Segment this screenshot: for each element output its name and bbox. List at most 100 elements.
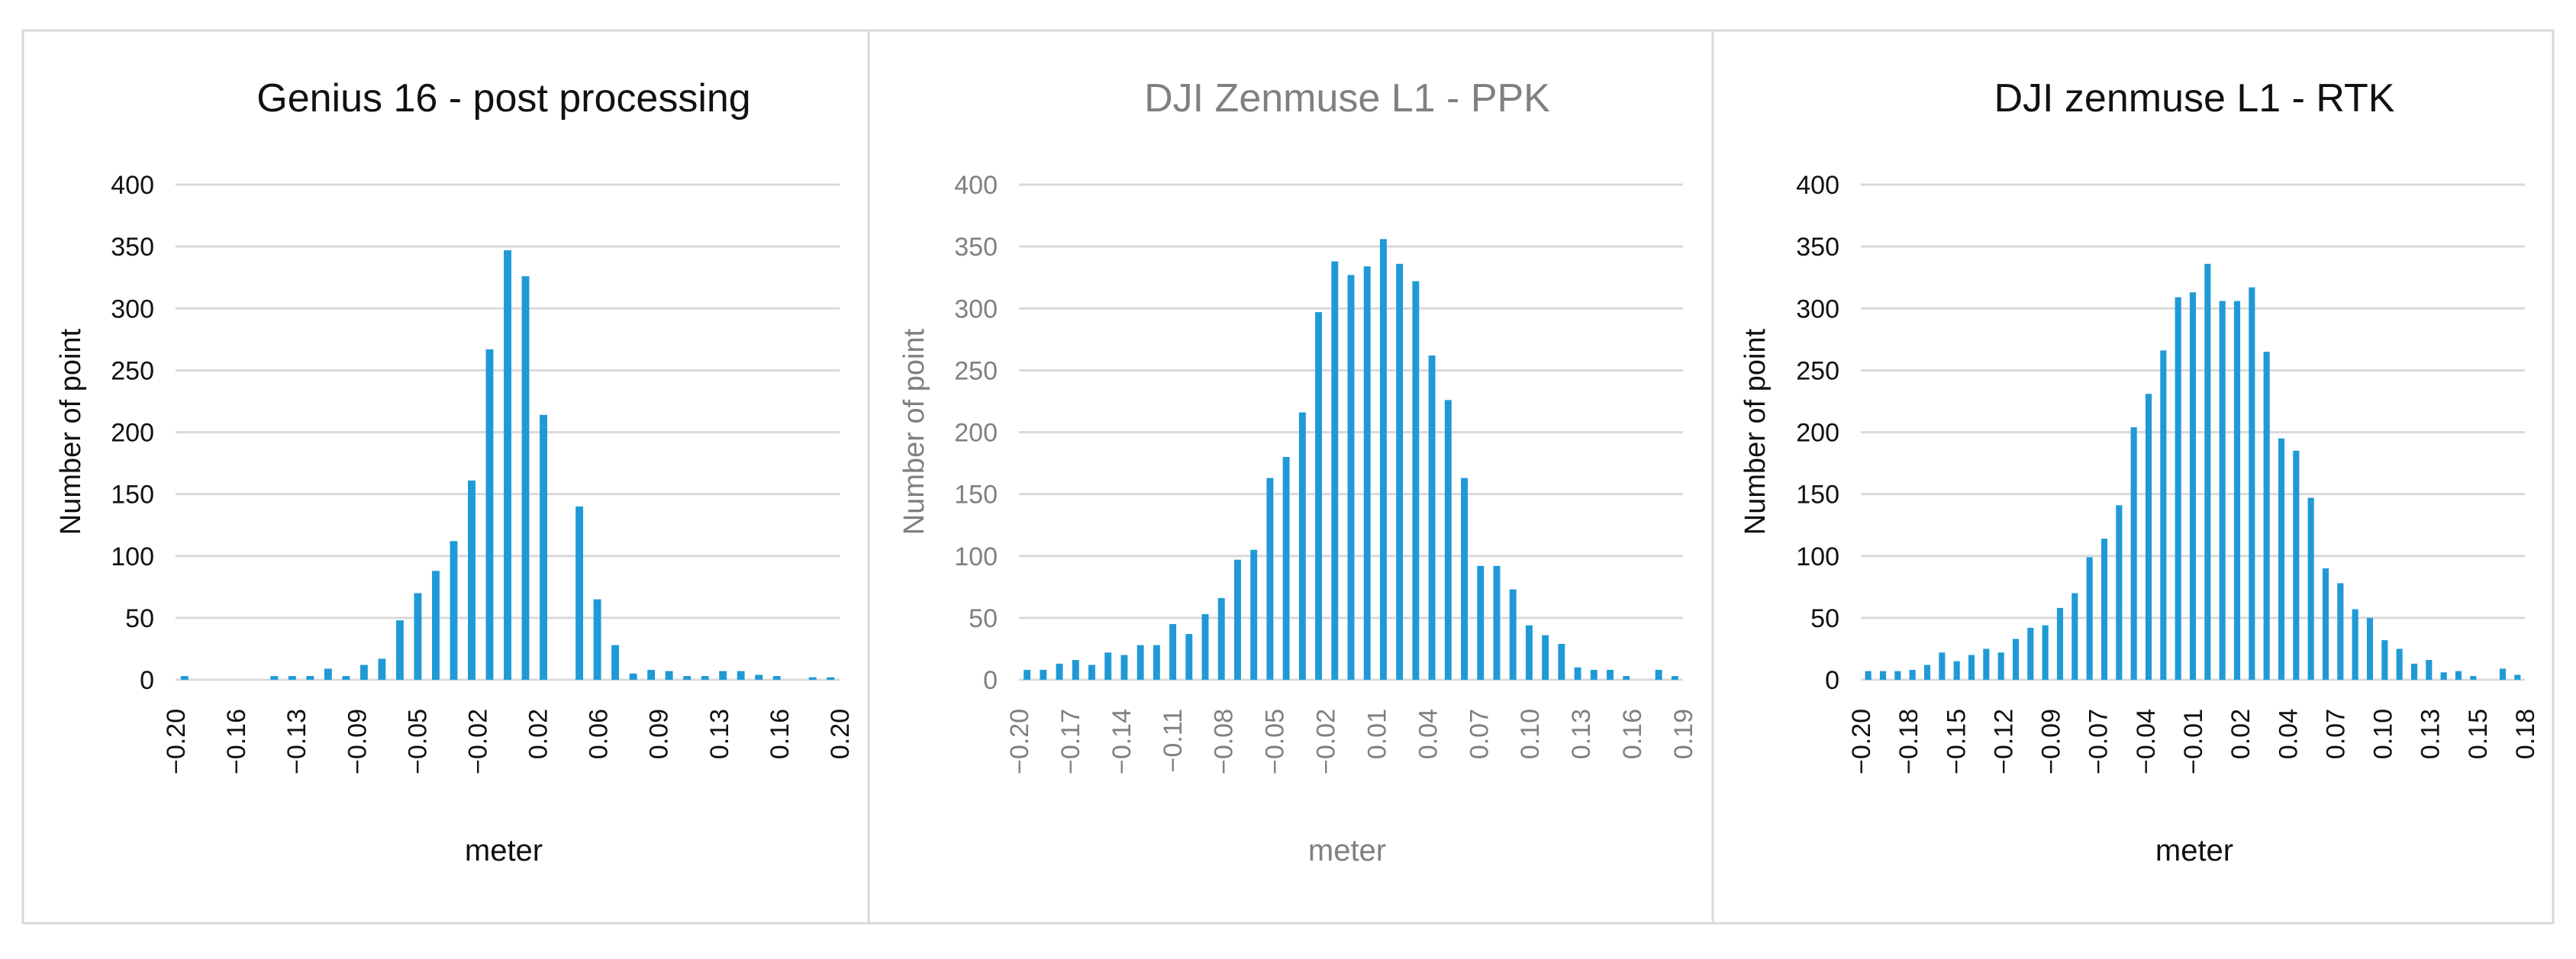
histogram-bar <box>1477 565 1485 680</box>
histogram-bar <box>468 480 476 680</box>
x-tick-label: −0.09 <box>343 709 372 774</box>
y-tick-label: 300 <box>1796 294 1839 323</box>
x-tick-label: −0.13 <box>282 709 311 774</box>
histogram-bar <box>647 670 656 680</box>
histogram-bar <box>2410 663 2418 680</box>
x-tick-label: 0.04 <box>1414 709 1443 759</box>
histogram-bar <box>1282 456 1290 680</box>
histogram-bar <box>2366 617 2374 680</box>
histogram-bar <box>665 671 673 680</box>
histogram-bar <box>2189 292 2197 680</box>
histogram-bar <box>1671 676 1678 680</box>
histogram-bar <box>2175 297 2181 680</box>
histogram-bar <box>1379 239 1387 680</box>
x-tick-label: −0.20 <box>1005 709 1034 774</box>
histogram-bar <box>1923 665 1931 680</box>
histogram-bar <box>2307 497 2314 680</box>
histogram-bar <box>485 349 494 680</box>
x-tick-label: 0.04 <box>2274 709 2303 759</box>
histogram-bar <box>1607 670 1614 680</box>
histogram-bar <box>2086 557 2093 680</box>
histogram-bar <box>2204 263 2211 681</box>
y-tick-label: 150 <box>1796 481 1839 510</box>
x-tick-label: −0.02 <box>463 709 492 774</box>
histogram-bar <box>1493 565 1501 680</box>
histogram-bar <box>2455 671 2462 680</box>
x-tick-label: 0.13 <box>2416 709 2445 759</box>
histogram-bar <box>2042 625 2049 680</box>
histogram-bar <box>1234 559 1241 680</box>
histogram-bar <box>1298 412 1306 680</box>
y-tick-label: 0 <box>983 666 998 695</box>
histogram-bar <box>1363 266 1371 681</box>
histogram-bar <box>1136 645 1144 680</box>
histogram-bar <box>1153 645 1160 680</box>
histogram-bar <box>2027 627 2034 680</box>
x-tick-label: 0.13 <box>705 709 734 759</box>
histogram-bar <box>288 676 296 680</box>
y-tick-label: 200 <box>111 419 154 448</box>
histogram-bar <box>395 620 404 680</box>
histogram-bar <box>2440 672 2447 680</box>
histogram-bar <box>1315 312 1323 680</box>
histogram-bar <box>2293 450 2300 680</box>
y-tick-label: 400 <box>111 171 154 200</box>
histogram-bar <box>1909 670 1916 680</box>
histogram-bar <box>1088 665 1095 680</box>
x-axis-label: meter <box>465 834 543 867</box>
x-tick-label: −0.17 <box>1056 709 1085 774</box>
histogram-bar <box>2012 639 2020 680</box>
chart-title: Genius 16 - post processing <box>256 76 750 121</box>
histogram-bar <box>1072 660 1079 680</box>
histogram-bar <box>1444 400 1452 680</box>
histogram-bar <box>504 249 511 680</box>
x-tick-label: 0.16 <box>1618 709 1647 759</box>
histogram-bar <box>2219 301 2226 680</box>
histogram-bar <box>1201 614 1209 680</box>
histogram-bar <box>1509 589 1517 680</box>
x-tick-label: −0.02 <box>1312 709 1341 774</box>
histogram-bar <box>1865 671 1872 680</box>
histogram-bar <box>2130 427 2137 680</box>
y-tick-label: 350 <box>954 233 998 262</box>
histogram-bar <box>414 593 422 680</box>
histogram-bar <box>1655 670 1662 680</box>
x-tick-label: −0.20 <box>1847 709 1876 774</box>
y-tick-label: 300 <box>954 294 998 323</box>
histogram-bar <box>611 645 620 680</box>
x-tick-label: 0.10 <box>1516 709 1545 759</box>
histogram-bar <box>540 414 547 680</box>
x-axis-label: meter <box>2155 834 2233 867</box>
histogram-bar <box>1331 261 1339 681</box>
histogram-bar <box>2396 648 2403 680</box>
x-tick-label: −0.20 <box>162 709 191 774</box>
histogram-bar <box>593 599 601 680</box>
x-tick-label: 0.13 <box>1567 709 1596 759</box>
x-tick-label: 0.19 <box>1669 709 1698 759</box>
histogram-bar <box>1040 670 1047 680</box>
y-tick-label: 350 <box>1796 233 1839 262</box>
y-tick-label: 50 <box>125 604 154 633</box>
x-tick-label: −0.05 <box>403 709 432 774</box>
histogram-bar <box>629 673 637 680</box>
histogram-bar <box>2426 660 2433 680</box>
histogram-bar <box>1968 655 1975 680</box>
histogram-bar <box>1558 643 1565 680</box>
x-tick-label: 0.20 <box>826 709 855 759</box>
histogram-bar <box>755 674 763 680</box>
x-tick-label: −0.18 <box>1894 709 1923 774</box>
y-axis-label: Number of point <box>1739 328 1772 535</box>
histogram-bar <box>683 676 692 680</box>
y-tick-label: 150 <box>111 481 154 510</box>
histogram-bar <box>306 676 314 680</box>
histogram-bar <box>2249 287 2255 681</box>
y-axis-label: Number of point <box>898 328 930 535</box>
x-tick-label: 0.07 <box>2321 709 2350 759</box>
x-tick-label: 0.18 <box>2511 709 2540 759</box>
histogram-bar <box>1997 652 2004 680</box>
histogram-bar <box>2337 583 2344 680</box>
x-tick-label: 0.02 <box>2226 709 2255 759</box>
histogram-bar <box>808 677 817 680</box>
histogram-bar <box>1428 355 1436 680</box>
